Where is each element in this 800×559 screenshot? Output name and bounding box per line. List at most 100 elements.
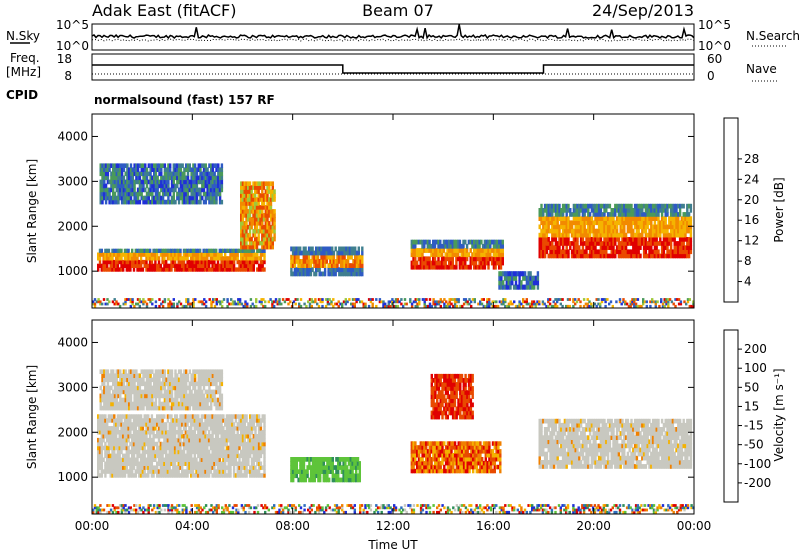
heatmap-cell [239,298,241,301]
heatmap-cell [511,280,513,285]
heatmap-cell [245,418,247,423]
heatmap-cell [254,426,256,431]
heatmap-cell [137,167,139,172]
heatmap-cell [680,300,682,303]
freq-panel: Freq. [MHz] 18 8 60 0 Nave CPID normalso… [6,51,778,107]
heatmap-cell [206,256,208,260]
heatmap-cell [108,450,110,455]
heatmap-cell [179,438,181,443]
heatmap-cell [152,446,154,451]
heatmap-cell [619,298,621,301]
heatmap-cell [336,263,338,268]
heatmap-cell [569,298,571,301]
heatmap-cell [670,245,672,250]
heatmap-cell [144,188,146,193]
heatmap-cell [126,465,128,470]
heatmap-cell [221,188,223,193]
heatmap-cell [158,192,160,197]
heatmap-cell [183,172,185,177]
heatmap-cell [167,180,169,185]
heatmap-cell [226,442,228,447]
heatmap-cell [500,265,502,270]
heatmap-cell [677,216,679,221]
heatmap-cell [215,196,217,201]
heatmap-cell [167,184,169,189]
heatmap-cell [578,212,580,217]
heatmap-cell [464,240,466,245]
heatmap-cell [324,272,326,277]
heatmap-cell [361,251,363,256]
date-title: 24/Sep/2013 [592,1,694,20]
heatmap-cell [638,249,640,254]
heatmap-cell [439,240,441,245]
heatmap-cell [470,305,472,308]
heatmap-cell [567,204,569,209]
heatmap-cell [638,229,640,234]
heatmap-cell [502,252,504,257]
heatmap-cell [226,298,228,301]
heatmap-cell [244,438,246,443]
heatmap-cell [146,303,148,306]
heatmap-cell [215,249,217,253]
heatmap-cell [616,225,618,230]
heatmap-cell [101,442,103,447]
heatmap-cell [646,305,648,308]
heatmap-cell [462,244,464,249]
heatmap-cell [179,253,181,257]
heatmap-cell [237,450,239,455]
heatmap-cell [154,458,156,463]
heatmap-cell [233,469,235,474]
heatmap-cell [147,414,149,419]
heatmap-cell [603,212,605,217]
heatmap-cell [272,245,274,250]
heatmap-cell [326,259,328,264]
heatmap-cell [186,256,188,260]
heatmap-cell [690,225,692,230]
heatmap-cell [656,237,658,242]
heatmap-cell [657,249,659,254]
heatmap-cell [273,209,275,214]
heatmap-cell [358,251,360,256]
heatmap-cell [196,184,198,189]
heatmap-cell [206,167,208,172]
heatmap-cell [174,188,176,193]
heatmap-cell [213,260,215,264]
heatmap-cell [314,298,316,301]
heatmap-cell [321,305,323,308]
heatmap-cell [201,418,203,423]
heatmap-cell [569,305,571,308]
heatmap-cell [256,253,258,257]
heatmap-cell [650,245,652,250]
heatmap-cell [165,426,167,431]
heatmap-cell [546,233,548,238]
heatmap-cell [566,212,568,217]
heatmap-cell [181,430,183,435]
noise-tick-top-right: 10^5 [698,18,731,32]
heatmap-cell [558,204,560,209]
heatmap-cell [223,298,225,301]
heatmap-cell [251,430,253,435]
heatmap-cell [466,244,468,249]
heatmap-cell [120,249,122,253]
heatmap-cell [654,220,656,225]
heatmap-cell [258,414,260,419]
heatmap-cell [264,305,266,308]
velocity-heatmap-cells [92,369,695,513]
heatmap-cell [690,229,692,234]
heatmap-cell [414,256,416,261]
heatmap-cell [235,418,237,423]
heatmap-cell [556,305,558,308]
heatmap-cell [155,300,157,303]
heatmap-cell [372,303,374,306]
heatmap-cell [101,450,103,455]
heatmap-cell [194,298,196,301]
heatmap-cell [155,172,157,177]
heatmap-cell [361,255,363,260]
heatmap-cell [258,458,260,463]
heatmap-cell [139,200,141,205]
heatmap-cell [187,192,189,197]
heatmap-cell [618,237,620,242]
heatmap-cell [145,260,147,264]
heatmap-cell [190,426,192,431]
